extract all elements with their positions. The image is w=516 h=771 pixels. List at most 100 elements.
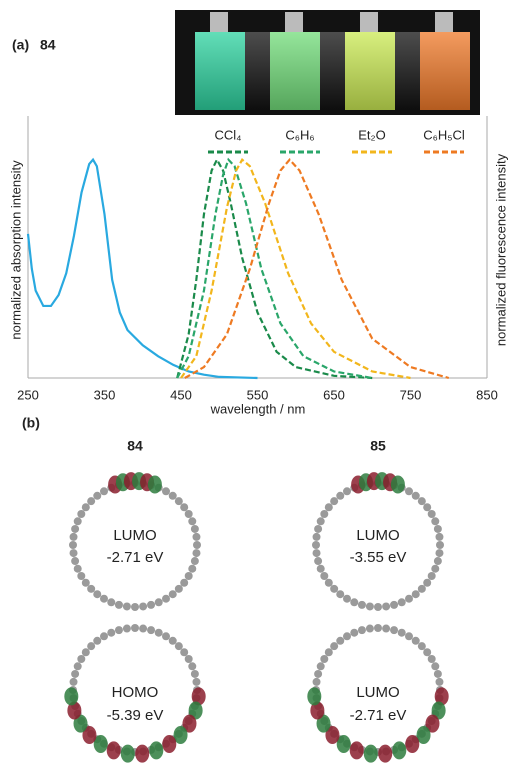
atom [168, 491, 177, 500]
atom [100, 632, 108, 641]
atom [336, 636, 345, 645]
orbital-lobe [392, 741, 407, 760]
atom [174, 497, 183, 506]
atom [320, 510, 329, 518]
atom [324, 578, 333, 587]
atom [343, 594, 351, 603]
orbital-lobe [434, 687, 449, 706]
orbital-lobe [316, 714, 331, 733]
atom [73, 517, 82, 526]
atom [147, 626, 156, 635]
atom [312, 532, 321, 541]
orbital-energy: -2.71 eV [350, 707, 407, 724]
atom [154, 598, 163, 607]
orbital-lobe [147, 475, 162, 494]
atom [330, 642, 339, 651]
orbital-lobe [191, 687, 206, 706]
atom [77, 655, 86, 663]
atom [390, 600, 399, 609]
atom [314, 669, 323, 678]
atom [365, 602, 374, 611]
x-tick-label: 350 [94, 387, 116, 402]
atom [405, 632, 413, 641]
panel-label: (b) [22, 415, 40, 431]
atom [316, 564, 325, 573]
orbital-lobe [73, 714, 88, 733]
atom [162, 632, 170, 641]
atom [71, 524, 80, 533]
atom [114, 626, 123, 635]
atom [411, 491, 420, 500]
orbital-lobe [82, 725, 97, 744]
column-label: 85 [370, 438, 386, 454]
atom [405, 594, 413, 603]
orbital-lobe [416, 725, 431, 744]
atom [320, 572, 329, 580]
series-line [184, 157, 450, 380]
orbital-lobe [378, 744, 393, 763]
atom [162, 487, 170, 496]
atom [188, 517, 197, 526]
atom [184, 572, 193, 580]
atom [81, 503, 90, 512]
orbital-energy: -3.55 eV [350, 549, 407, 566]
atom [324, 648, 333, 657]
orbital-lobe [336, 735, 351, 754]
atom [147, 600, 156, 609]
atom [93, 491, 102, 500]
atom [93, 636, 102, 645]
atom [320, 655, 329, 663]
orbital-name: LUMO [113, 527, 156, 544]
atom [343, 487, 351, 496]
series-line [180, 157, 411, 380]
atom [431, 564, 440, 573]
orbital-lobe [106, 741, 121, 760]
atom [81, 578, 90, 587]
atom [312, 541, 320, 549]
atom [131, 603, 139, 611]
x-tick-label: 650 [323, 387, 345, 402]
orbital-energy: -2.71 eV [107, 549, 164, 566]
orbital-lobe [349, 741, 364, 760]
atom [433, 557, 442, 566]
vials-photo [175, 10, 480, 115]
atom [336, 491, 345, 500]
atom [330, 497, 339, 506]
atom [365, 624, 374, 633]
orbital-lobe [425, 714, 440, 733]
series-line [176, 157, 373, 380]
atom [69, 541, 77, 549]
atom [190, 557, 199, 566]
atom [314, 557, 323, 566]
x-tick-label: 450 [170, 387, 192, 402]
x-tick-label: 750 [400, 387, 422, 402]
atom [397, 628, 406, 637]
orbital-lobe [149, 741, 164, 760]
atom [374, 603, 382, 611]
atom [184, 510, 193, 518]
atom [316, 517, 325, 526]
orbital-lobe [363, 744, 378, 763]
orbital-lobe [64, 687, 79, 706]
atom [431, 662, 440, 671]
atom [435, 532, 444, 541]
atom [350, 628, 359, 637]
atom [397, 598, 406, 607]
atom [168, 636, 177, 645]
atom [174, 584, 183, 593]
atom [374, 624, 382, 632]
atom [382, 624, 391, 633]
atom [427, 572, 436, 580]
atom [336, 590, 345, 599]
orbital-name: HOMO [112, 684, 159, 701]
atom [190, 669, 199, 678]
atom [87, 497, 96, 506]
atom [73, 564, 82, 573]
atom [192, 549, 201, 558]
atom [190, 524, 199, 533]
atom [330, 584, 339, 593]
atom [423, 578, 432, 587]
atom [69, 677, 78, 686]
orbital-lobe [67, 701, 82, 720]
